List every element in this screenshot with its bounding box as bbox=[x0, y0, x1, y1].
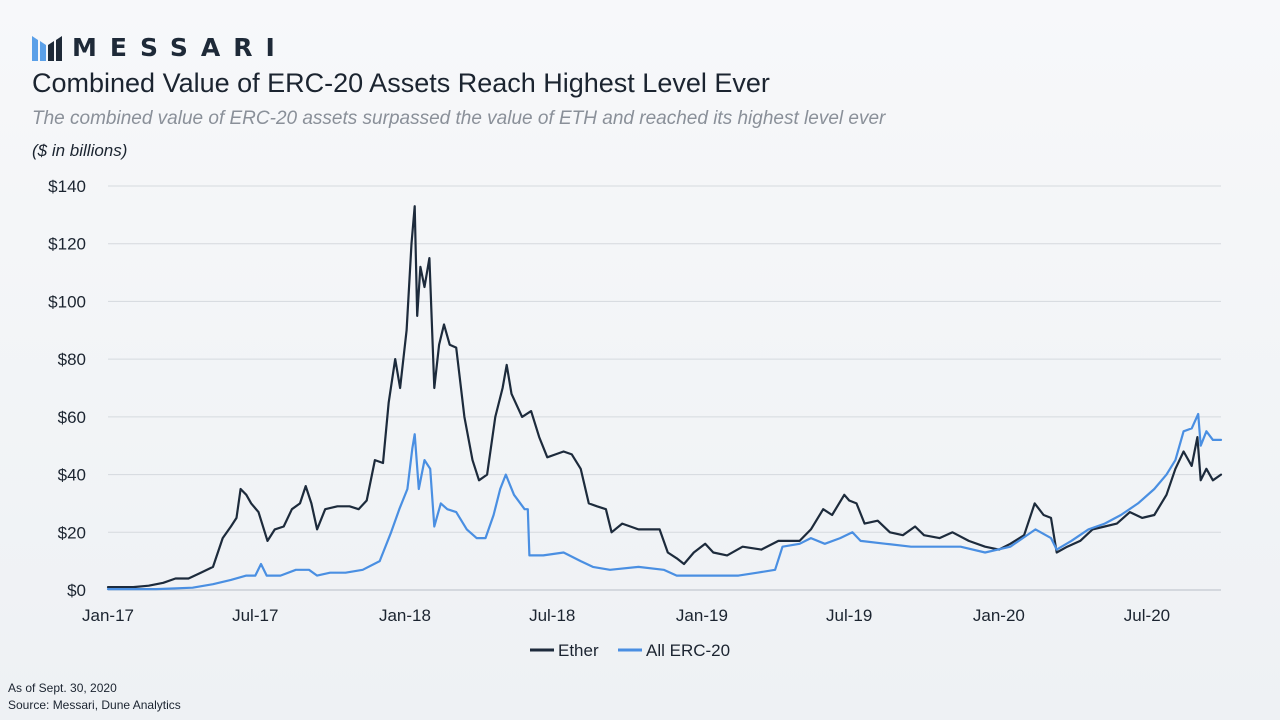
legend: Ether All ERC-20 bbox=[530, 641, 730, 660]
units-label: ($ in billions) bbox=[32, 141, 128, 160]
series-lines bbox=[106, 205, 1223, 591]
x-tick-label: Jan-18 bbox=[379, 606, 431, 625]
legend-label: Ether bbox=[558, 641, 599, 660]
as-of-note: As of Sept. 30, 2020 bbox=[8, 681, 117, 695]
x-tick-label: Jul-20 bbox=[1124, 606, 1170, 625]
y-tick-label: $40 bbox=[58, 466, 86, 485]
y-tick-label: $80 bbox=[58, 350, 86, 369]
x-tick-label: Jul-18 bbox=[529, 606, 575, 625]
brand-logo: MESSARI bbox=[32, 34, 288, 62]
series-line-erc20 bbox=[106, 412, 1223, 591]
y-axis: $0 $20 $40 $60 $80 $100 $120 $140 bbox=[48, 177, 86, 600]
source-note: Source: Messari, Dune Analytics bbox=[8, 698, 181, 712]
y-tick-label: $100 bbox=[48, 292, 86, 311]
y-tick-label: $20 bbox=[58, 523, 86, 542]
y-tick-label: $60 bbox=[58, 408, 86, 427]
y-tick-label: $140 bbox=[48, 177, 86, 196]
x-tick-label: Jul-19 bbox=[826, 606, 872, 625]
x-tick-label: Jul-17 bbox=[232, 606, 278, 625]
x-tick-label: Jan-20 bbox=[973, 606, 1025, 625]
y-tick-label: $120 bbox=[48, 235, 86, 254]
x-tick-label: Jan-19 bbox=[676, 606, 728, 625]
line-chart: $0$20$40$60$80$100$120$140 Jan-17 Jul-17 J… bbox=[48, 177, 1223, 660]
messari-m-logo-icon bbox=[32, 36, 62, 61]
series-line-ether bbox=[106, 205, 1223, 589]
legend-label: All ERC-20 bbox=[646, 641, 730, 660]
brand-name: MESSARI bbox=[72, 33, 288, 62]
chart-subtitle: The combined value of ERC-20 assets surp… bbox=[32, 108, 886, 129]
footer-notes: As of Sept. 30, 2020 Source: Messari, Du… bbox=[8, 680, 181, 714]
x-tick-label: Jan-17 bbox=[82, 606, 134, 625]
y-tick-label: $0 bbox=[67, 581, 86, 600]
x-axis: Jan-17 Jul-17 Jan-18 Jul-18 Jan-19 Jul-19 Jan-… bbox=[82, 606, 1170, 625]
chart-title: Combined Value of ERC-20 Assets Reach Hi… bbox=[32, 68, 770, 98]
gridlines bbox=[108, 185, 1221, 591]
